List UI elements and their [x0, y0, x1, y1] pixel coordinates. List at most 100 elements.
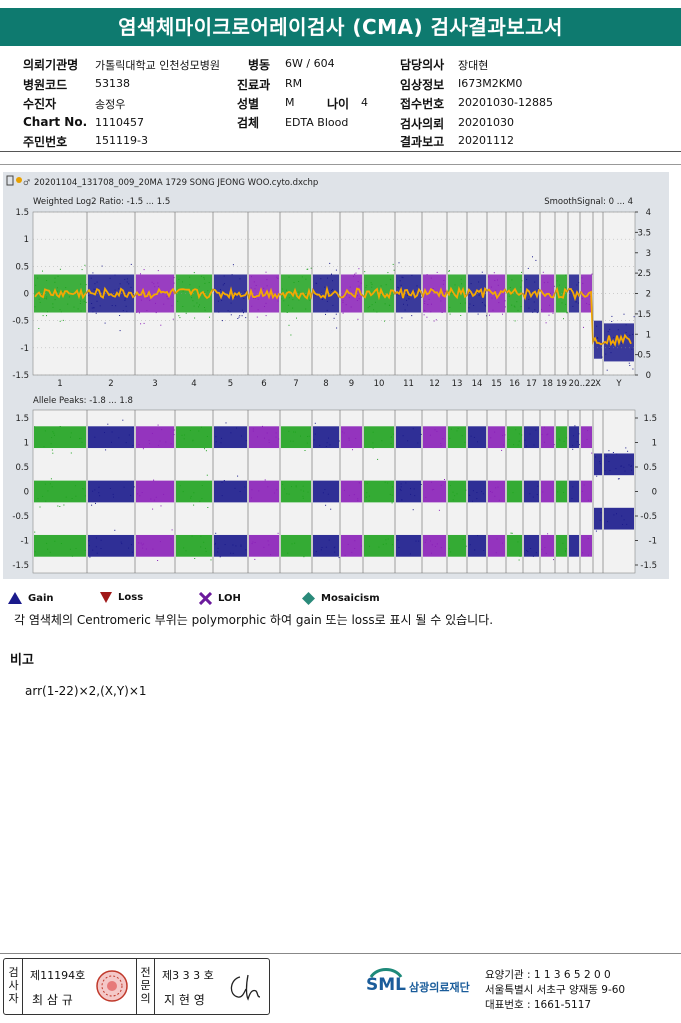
chromosome-label: 19	[556, 379, 567, 389]
chromosome-3	[136, 269, 175, 561]
chromosome-18	[541, 271, 555, 561]
chromosome-9	[341, 268, 362, 557]
specialist-name: 지 현 영	[164, 993, 205, 1007]
req-date-label: 검사의뢰	[400, 117, 445, 131]
examiner-seal	[96, 970, 128, 1002]
divider	[0, 164, 681, 165]
bottom-right-tick: 0.5	[643, 463, 657, 473]
legend-loh: LOH	[199, 592, 241, 605]
chromosome-label: 1	[57, 379, 62, 389]
gender-icon: ♂	[23, 178, 30, 187]
cma-plot-svg: ♂ 20201104_131708_009_20MA 1729 SONG JEO…	[6, 175, 657, 574]
chromosome-label: 5	[228, 379, 233, 389]
id-label: 주민번호	[23, 135, 68, 149]
chromosome-5	[214, 264, 248, 558]
chromosome-label: 13	[452, 379, 463, 389]
bottom-left-tick: 0	[24, 488, 29, 498]
patient-label: 수진자	[23, 97, 57, 111]
chromosome-label: 10	[374, 379, 385, 389]
phone: 대표번호 : 1661-5117	[485, 999, 592, 1011]
bottom-right-tick: -1.5	[640, 561, 657, 571]
top-right-tick: 3	[646, 249, 651, 259]
ward-label: 병동	[248, 58, 271, 72]
gain-triangle-icon	[8, 592, 22, 604]
divider	[0, 151, 681, 152]
institution-number: 요양기관 : 1 1 3 6 5 2 0 0	[485, 969, 611, 981]
top-left-tick: 1	[24, 235, 29, 245]
specimen-label: 검체	[237, 116, 260, 130]
examiner-name: 최 삼 규	[32, 993, 73, 1007]
patient: 송정우	[95, 98, 126, 111]
cma-plot: ♂ 20201104_131708_009_20MA 1729 SONG JEO…	[3, 172, 669, 579]
top-left-tick: 1.5	[15, 208, 29, 218]
report-label: 결과보고	[400, 135, 445, 149]
report-title: 염색체마이크로어레이검사 (CMA) 검사결과보고서	[0, 8, 681, 46]
top-right-tick: 1	[646, 330, 651, 340]
top-right-tick: 2.5	[637, 269, 651, 279]
top-left-tick: 0.5	[15, 262, 29, 272]
top-right-tick: 0.5	[637, 351, 651, 361]
legend-loh-label: LOH	[218, 593, 241, 604]
org-name: 삼광의료재단	[409, 981, 470, 994]
chromosome-label: 11	[403, 379, 414, 389]
legend-loss-label: Loss	[118, 592, 144, 603]
chromosome-label: X	[595, 379, 601, 389]
chromosome-16	[507, 271, 523, 561]
bottom-right-tick: 1.5	[643, 414, 657, 424]
chromosome-label: Y	[615, 379, 622, 389]
chromosome-label: 6	[261, 379, 266, 389]
chromosome-21	[581, 273, 593, 557]
chromosome-label: 3	[152, 379, 157, 389]
specialist-signature	[230, 974, 261, 1001]
centromere-note: 각 염색체의 Centromeric 부위는 polymorphic 하여 ga…	[14, 613, 494, 627]
bottom-right-tick: -1	[649, 537, 657, 547]
marker-icon	[16, 177, 22, 183]
file-name: 20201104_131708_009_20MA 1729 SONG JEONG…	[34, 178, 318, 188]
age: 4	[361, 96, 368, 109]
clinical-label: 임상정보	[400, 78, 445, 92]
bottom-left-tick: 1.5	[15, 414, 29, 424]
remark-title: 비고	[10, 653, 34, 668]
chromosome-label: 14	[472, 379, 483, 389]
examiner-reg: 제11194호	[30, 969, 86, 982]
hosp-code: 53138	[95, 77, 130, 90]
chromosome-label: 17	[526, 379, 537, 389]
top-right-tick: 3.5	[637, 228, 651, 238]
chromosome-label: 4	[191, 379, 196, 389]
address: 서울특별시 서초구 양재동 9-60	[485, 984, 626, 996]
legend-mosaic: Mosaicism	[302, 592, 380, 605]
chromosome-label: 8	[323, 379, 328, 389]
top-panel-right-title: SmoothSignal: 0 ... 4	[544, 197, 633, 207]
legend-gain: Gain	[8, 592, 54, 604]
chromosome-17	[524, 256, 540, 557]
sex: M	[285, 96, 295, 109]
chart-label: Chart No.	[23, 115, 88, 129]
loss-triangle-icon	[100, 592, 112, 603]
bottom-left-tick: -0.5	[12, 512, 29, 522]
bottom-left-tick: 0.5	[15, 463, 29, 473]
top-right-tick: 4	[646, 208, 651, 218]
bottom-panel-title: Allele Peaks: -1.8 ... 1.8	[33, 396, 133, 406]
smooth-signal-line	[34, 285, 632, 348]
chromosome-label: 16	[509, 379, 520, 389]
sml-logo: SML 삼광의료재단	[365, 963, 470, 1007]
specimen: EDTA Blood	[285, 116, 349, 129]
bottom-left-tick: -1	[21, 537, 29, 547]
chart-no: 1110457	[95, 116, 144, 129]
file-icon	[6, 175, 14, 186]
sml-logo-text: SML	[366, 975, 406, 995]
bottom-right-tick: -0.5	[640, 512, 657, 522]
chromosome-2	[88, 263, 135, 558]
report-date: 20201112	[458, 134, 514, 147]
specialist-reg: 제3 3 3 호	[162, 969, 214, 982]
req-inst-label: 의뢰기관명	[23, 58, 79, 72]
loh-x-icon	[199, 592, 212, 605]
bottom-left-tick: 1	[24, 439, 29, 449]
legend-loss: Loss	[100, 592, 143, 603]
dept: RM	[285, 77, 303, 90]
clinical: I673M2KM0	[458, 77, 523, 90]
karyotype-result: arr(1-22)×2,(X,Y)×1	[25, 684, 147, 698]
chromosome-14	[468, 271, 487, 557]
top-panel-title: Weighted Log2 Ratio: -1.5 ... 1.5	[33, 197, 170, 207]
id-no: 151119-3	[95, 134, 148, 147]
